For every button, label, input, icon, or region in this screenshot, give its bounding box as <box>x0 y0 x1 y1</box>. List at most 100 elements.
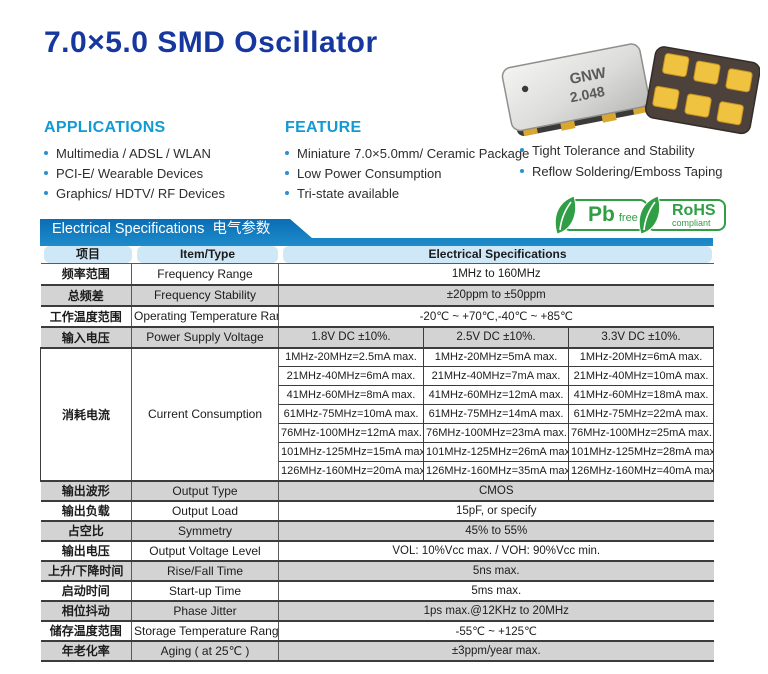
list-item-label: Multimedia / ADSL / WLAN <box>56 146 211 161</box>
table-row: 输出电压 Output Voltage Level VOL: 10%Vcc ma… <box>40 540 714 561</box>
item-value: CMOS <box>479 484 514 497</box>
bullet-icon <box>44 151 48 155</box>
extra-features-section: Tight Tolerance and Stability Reflow Sol… <box>520 140 723 182</box>
bullet-icon <box>44 191 48 195</box>
current-cell: 61MHz-75MHz=10mA max. <box>278 404 424 424</box>
current-cell: 76MHz-100MHz=23mA max. <box>423 423 569 443</box>
column-header-electrical-specs: Electrical Specifications <box>283 246 712 263</box>
item-cn: 相位抖动 <box>40 600 132 621</box>
voltage-1v8: 1.8V DC ±10%. <box>278 326 424 348</box>
list-item: Low Power Consumption <box>285 164 529 184</box>
voltage-3v3: 3.3V DC ±10%. <box>567 326 715 348</box>
current-cell: 1MHz-20MHz=6mA max. <box>567 347 715 367</box>
rohs-badge: RoHS compliant <box>638 195 726 235</box>
item-value: VOL: 10%Vcc max. / VOH: 90%Vcc min. <box>392 544 601 557</box>
current-cell: 76MHz-100MHz=12mA max. <box>278 423 424 443</box>
section-bar-title: Electrical Specifications 电气参数 <box>52 221 271 237</box>
table-row: 频率范围 Frequency Range 1MHz to 160MHz <box>40 263 714 285</box>
current-cell: 101MHz-125MHz=28mA max. <box>567 442 715 462</box>
current-cell: 126MHz-160MHz=40mA max. <box>567 461 715 481</box>
item-cn: 输出电压 <box>40 540 132 561</box>
table-row: 启动时间 Start-up Time 5ms max. <box>40 580 714 601</box>
item-value: 1ps max.@12KHz to 20MHz <box>423 604 569 617</box>
item-en: Operating Temperature Range <box>131 305 279 327</box>
item-value: 15pF, or specify <box>455 504 537 517</box>
item-en: Rise/Fall Time <box>131 560 279 581</box>
table-header-row: 项目 Item/Type Electrical Specifications <box>40 246 713 263</box>
feature-heading: FEATURE <box>285 119 362 136</box>
item-en: Frequency Range <box>131 263 279 285</box>
bullet-icon <box>44 171 48 175</box>
bullet-icon <box>520 169 524 173</box>
item-value: 5ms max. <box>471 584 522 597</box>
item-en: Output Load <box>131 500 279 521</box>
list-item: Graphics/ HDTV/ RF Devices <box>44 184 225 204</box>
current-cell: 126MHz-160MHz=20mA max. <box>278 461 424 481</box>
item-value: 1MHz to 160MHz <box>451 267 541 280</box>
item-value: ±3ppm/year max. <box>451 644 541 657</box>
table-row-current: 101MHz-125MHz=15mA max. 101MHz-125MHz=26… <box>41 442 715 462</box>
current-cell: 1MHz-20MHz=2.5mA max. <box>278 347 424 367</box>
item-en: Storage Temperature Range <box>131 620 279 641</box>
table-row: 占空比 Symmetry 45% to 55% <box>40 520 714 541</box>
item-cn: 工作温度范围 <box>40 305 132 327</box>
item-value: -20℃ ~ +70℃,-40℃ ~ +85℃ <box>419 311 573 323</box>
column-header-item-cn: 项目 <box>44 246 132 263</box>
table-row: 总频差 Frequency Stability ±20ppm to ±50ppm <box>40 284 714 306</box>
table-row: 储存温度范围 Storage Temperature Range -55℃ ~ … <box>40 620 714 641</box>
badge-main-label: RoHS <box>672 201 716 219</box>
section-bar <box>40 219 713 246</box>
list-item-label: Tri-state available <box>297 186 400 201</box>
table-row-current: 21MHz-40MHz=6mA max. 21MHz-40MHz=7mA max… <box>41 366 715 386</box>
chip-brand-text: GNW <box>568 64 608 88</box>
table-row: 年老化率 Aging ( at 25℃ ) ±3ppm/year max. <box>40 640 714 661</box>
item-en: Output Type <box>131 480 279 501</box>
chip-marking-text: 2.048 <box>569 83 607 105</box>
item-value: -55℃ ~ +125℃ <box>455 625 537 638</box>
current-cell: 41MHz-60MHz=18mA max. <box>567 385 715 405</box>
current-cell: 21MHz-40MHz=10mA max. <box>567 366 715 386</box>
table-row-current: 76MHz-100MHz=12mA max. 76MHz-100MHz=23mA… <box>41 423 715 443</box>
item-cn: 上升/下降时间 <box>40 560 132 581</box>
list-item-label: Miniature 7.0×5.0mm/ Ceramic Package <box>297 146 530 161</box>
list-item-label: Reflow Soldering/Emboss Taping <box>532 164 723 179</box>
current-cell: 1MHz-20MHz=5mA max. <box>423 347 569 367</box>
item-en: Current Consumption <box>131 347 279 481</box>
voltage-2v5: 2.5V DC ±10%. <box>423 326 569 348</box>
list-item-label: Tight Tolerance and Stability <box>532 143 695 158</box>
list-item-label: Graphics/ HDTV/ RF Devices <box>56 186 226 201</box>
table-row-current: 126MHz-160MHz=20mA max. 126MHz-160MHz=35… <box>41 461 715 481</box>
current-cell: 76MHz-100MHz=25mA max. <box>567 423 715 443</box>
list-item-label: Low Power Consumption <box>297 166 442 181</box>
table-row: 相位抖动 Phase Jitter 1ps max.@12KHz to 20MH… <box>40 600 714 621</box>
item-cn: 输入电压 <box>40 326 132 348</box>
current-cell: 126MHz-160MHz=35mA max. <box>423 461 569 481</box>
current-cell: 41MHz-60MHz=8mA max. <box>278 385 424 405</box>
current-cell: 61MHz-75MHz=22mA max. <box>567 404 715 424</box>
current-cell: 41MHz-60MHz=12mA max. <box>423 385 569 405</box>
spec-table: 频率范围 Frequency Range 1MHz to 160MHz 总频差 … <box>40 263 715 662</box>
list-item: Reflow Soldering/Emboss Taping <box>520 161 723 182</box>
item-en: Aging ( at 25℃ ) <box>131 640 279 661</box>
item-cn: 年老化率 <box>40 640 132 661</box>
current-cell: 61MHz-75MHz=14mA max. <box>423 404 569 424</box>
list-item: Multimedia / ADSL / WLAN <box>44 144 225 164</box>
badge-sub-label: compliant <box>672 217 711 228</box>
list-item: Tight Tolerance and Stability <box>520 140 723 161</box>
list-item: Miniature 7.0×5.0mm/ Ceramic Package <box>285 144 529 164</box>
item-en: Output Voltage Level <box>131 540 279 561</box>
table-row-voltage: 输入电压 Power Supply Voltage 1.8V DC ±10%. … <box>40 326 715 348</box>
item-en: Start-up Time <box>131 580 279 601</box>
item-en: Power Supply Voltage <box>131 326 279 348</box>
item-cn: 总频差 <box>40 284 132 306</box>
page-title: 7.0×5.0 SMD Oscillator <box>44 26 378 59</box>
current-cell: 21MHz-40MHz=6mA max. <box>278 366 424 386</box>
table-row-current: 消耗电流 Current Consumption 1MHz-20MHz=2.5m… <box>40 347 715 481</box>
item-cn: 储存温度范围 <box>40 620 132 641</box>
item-cn: 消耗电流 <box>40 347 132 481</box>
current-cell: 101MHz-125MHz=26mA max. <box>423 442 569 462</box>
leaf-icon <box>554 195 577 235</box>
table-row: 上升/下降时间 Rise/Fall Time 5ns max. <box>40 560 714 581</box>
chip-bottom-view <box>645 46 760 135</box>
bullet-icon <box>285 171 289 175</box>
